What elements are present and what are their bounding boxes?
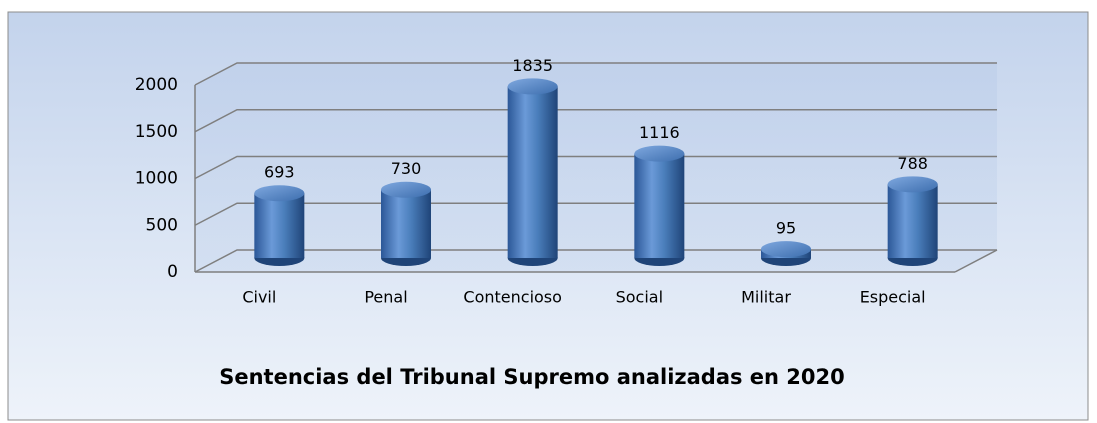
y-tick-label: 1000 — [135, 169, 178, 189]
bar-body — [381, 189, 431, 258]
x-tick-label: Militar — [741, 288, 791, 307]
x-tick-label: Especial — [860, 288, 926, 307]
data-label: 730 — [391, 159, 422, 178]
data-label: 95 — [776, 219, 796, 238]
data-label: 788 — [897, 154, 928, 173]
floor-edge — [954, 249, 998, 273]
y-tick-label: 2000 — [135, 75, 178, 95]
y-tick-label: 500 — [146, 215, 178, 235]
data-label: 1835 — [512, 56, 553, 75]
grid-line — [194, 62, 997, 86]
bar-body — [887, 184, 938, 258]
grid-line — [194, 155, 997, 180]
bar-top — [634, 145, 685, 162]
bar — [634, 145, 685, 266]
bar-body — [507, 86, 558, 259]
bar-body — [634, 153, 685, 258]
bar-top — [507, 78, 558, 95]
bar-top — [761, 241, 811, 258]
x-tick-label: Contencioso — [463, 288, 562, 307]
bar-top — [381, 181, 431, 198]
chart-title: Sentencias del Tribunal Supremo analizad… — [219, 365, 845, 389]
x-tick-label: Civil — [242, 288, 276, 307]
grid-line — [194, 202, 997, 226]
data-label: 1116 — [639, 123, 680, 142]
bar — [254, 185, 305, 266]
bar — [507, 78, 558, 266]
bar-top — [254, 185, 305, 202]
y-tick-label: 1500 — [135, 122, 178, 142]
plot-wall — [195, 63, 997, 272]
x-tick-label: Penal — [364, 288, 407, 307]
x-tick-label: Social — [616, 288, 663, 307]
grid-line — [194, 109, 997, 133]
bar-top — [887, 176, 938, 193]
data-label: 693 — [264, 163, 295, 182]
bar — [381, 181, 431, 266]
grid-line — [194, 249, 997, 273]
bar — [887, 176, 938, 266]
bar — [761, 241, 811, 266]
y-tick-label: 0 — [167, 262, 178, 282]
bar-body — [254, 193, 305, 258]
